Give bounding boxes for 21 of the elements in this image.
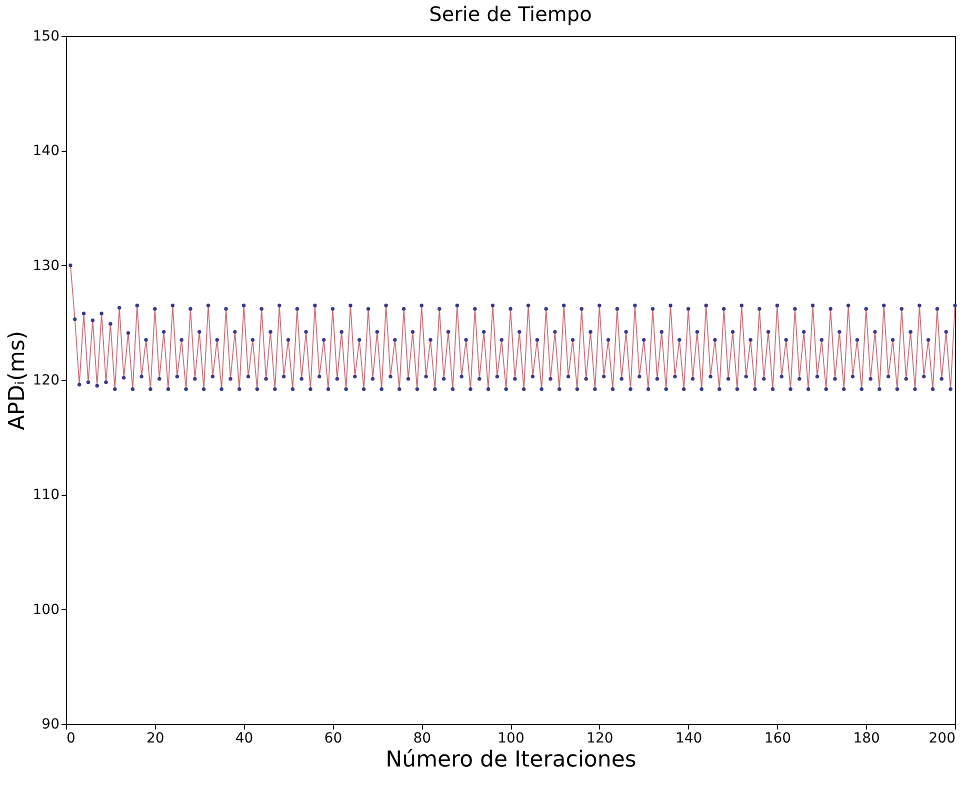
- x-tick-label: 0: [66, 730, 76, 746]
- x-tick-label: 60: [324, 730, 342, 746]
- y-tick-label: 100: [32, 602, 60, 618]
- y-tick-label: 110: [32, 487, 60, 504]
- x-tick-label: 160: [764, 730, 792, 746]
- x-tick-label: 100: [498, 730, 524, 746]
- y-axis-title: APDᵢ(ms): [4, 330, 30, 430]
- x-tick-label: 120: [586, 730, 614, 746]
- chart-title: Serie de Tiempo: [429, 2, 592, 26]
- y-tick-label: 140: [32, 143, 60, 160]
- x-tick-label: 200: [928, 730, 956, 746]
- y-tick-label: 90: [42, 716, 60, 732]
- x-tick-label: 20: [146, 730, 164, 746]
- y-tick-label: 130: [32, 258, 60, 274]
- y-tick-label: 120: [32, 372, 60, 388]
- y-tick-label: 150: [32, 28, 60, 44]
- x-tick-label: 80: [413, 730, 432, 746]
- x-tick-label: 180: [853, 730, 880, 746]
- x-tick-label: 140: [675, 730, 702, 746]
- x-tick-label: 40: [235, 730, 254, 746]
- x-axis-title: Número de Iteraciones: [386, 748, 636, 772]
